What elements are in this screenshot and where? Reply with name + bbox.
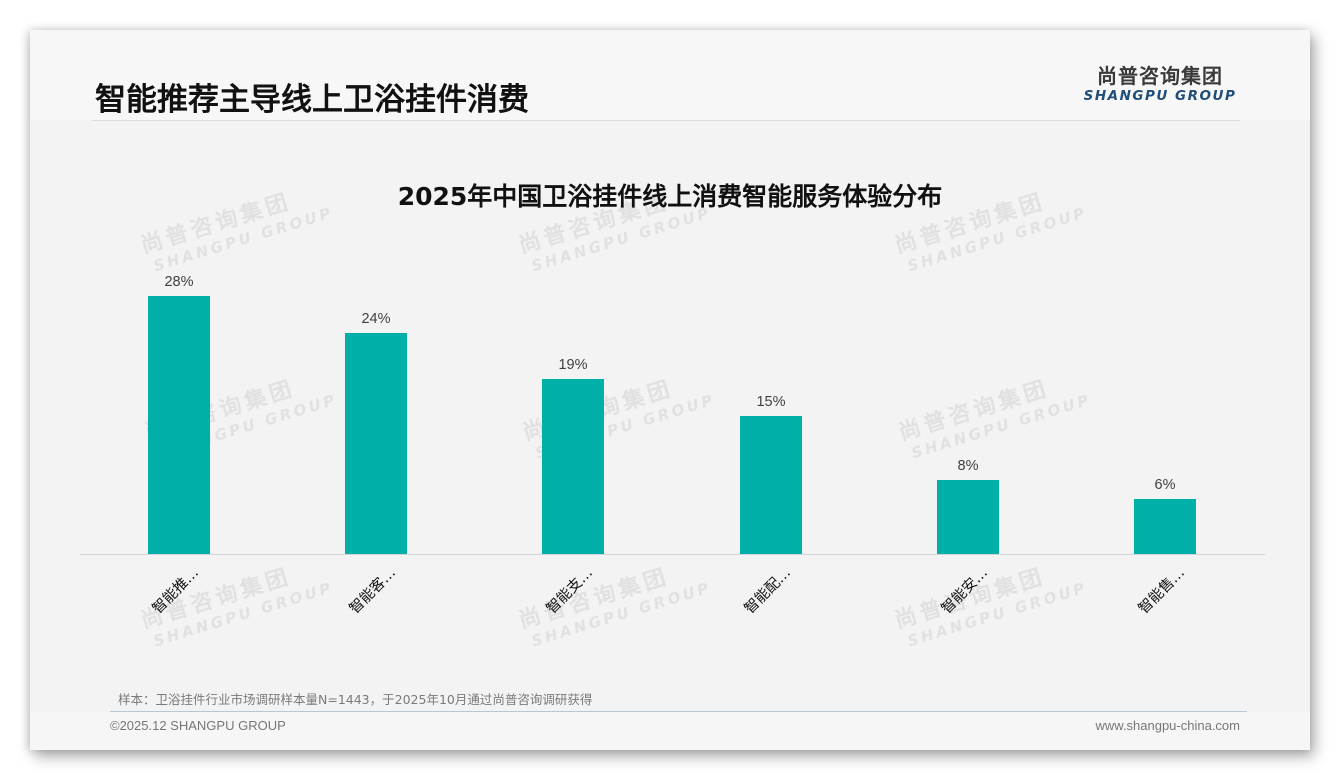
bar-value-label: 24% xyxy=(361,311,391,327)
bar[interactable] xyxy=(345,333,407,554)
logo-en-text: SHANGPU GROUP xyxy=(1083,88,1237,104)
footer-band xyxy=(30,712,1310,750)
company-logo: 尚普咨询集团 SHANGPU GROUP xyxy=(1080,64,1240,104)
x-tick-label: 智能客… xyxy=(346,564,400,618)
copyright-text: ©2025.12 SHANGPU GROUP xyxy=(110,718,286,733)
x-tick-label: 智能售… xyxy=(1135,564,1189,618)
bar[interactable] xyxy=(740,416,802,554)
header-divider xyxy=(92,120,1240,121)
x-axis-line xyxy=(80,554,1265,555)
x-tick-label: 智能配… xyxy=(741,564,795,618)
bar-value-label: 28% xyxy=(164,274,194,290)
bar[interactable] xyxy=(1134,499,1196,554)
chart-title: 2025年中国卫浴挂件线上消费智能服务体验分布 xyxy=(397,182,943,211)
bar-value-label: 6% xyxy=(1154,477,1176,493)
bar[interactable] xyxy=(148,296,210,554)
website-link[interactable]: www.shangpu-china.com xyxy=(1095,718,1240,733)
logo-cn-text: 尚普咨询集团 xyxy=(1097,64,1223,88)
bar-chart: 28% 24% 19% 15% 8% 6% 智能推… 智能客… 智能支… 智能配… xyxy=(80,260,1265,617)
x-tick-label: 智能推… xyxy=(149,564,203,618)
bar[interactable] xyxy=(937,480,999,554)
header-band xyxy=(30,30,1310,120)
bar[interactable] xyxy=(542,379,604,554)
bar-value-label: 8% xyxy=(957,458,979,474)
x-tick-label: 智能安… xyxy=(938,564,992,618)
bar-value-label: 19% xyxy=(558,357,588,373)
x-tick-label: 智能支… xyxy=(543,564,597,618)
bar-value-label: 15% xyxy=(756,394,786,410)
page-title: 智能推荐主导线上卫浴挂件消费 xyxy=(95,82,529,118)
sample-note: 样本：卫浴挂件行业市场调研样本量N=1443，于2025年10月通过尚普咨询调研… xyxy=(118,692,593,707)
slide: 智能推荐主导线上卫浴挂件消费 尚普咨询集团 SHANGPU GROUP 尚普咨询… xyxy=(30,30,1310,750)
footer-divider xyxy=(110,711,1247,712)
